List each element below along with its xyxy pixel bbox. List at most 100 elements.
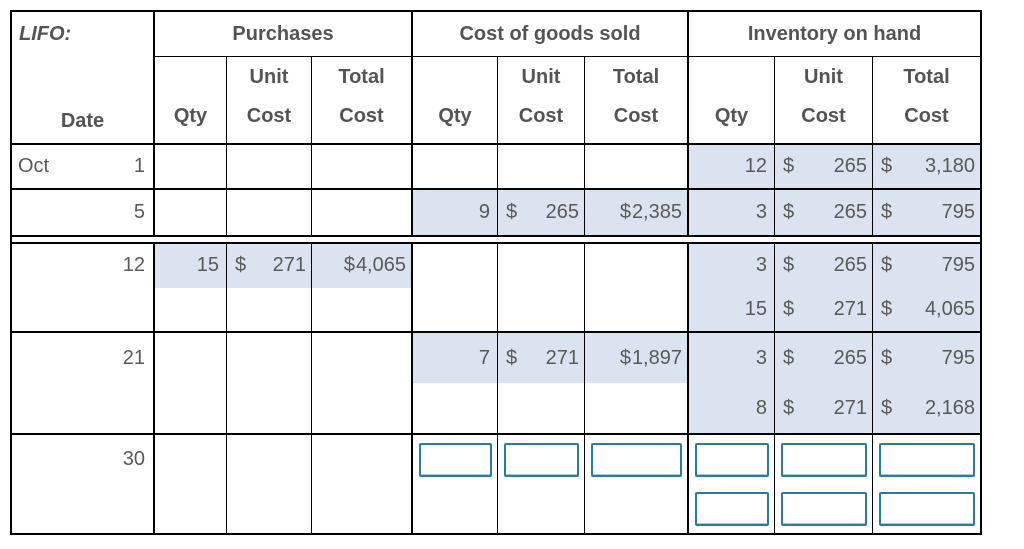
date-header-cell: LIFO: Date <box>12 12 155 145</box>
cogs-total-cost-cell <box>585 242 689 333</box>
cogs-total-cost-cell: $ 2,385 <box>585 190 689 237</box>
cogs-qty-header: Qty <box>413 57 498 145</box>
cogs-unit-cost-cell <box>498 435 585 533</box>
dollar-sign: $ <box>881 155 893 177</box>
inventory-total-cost-value: 4,065 <box>924 297 975 320</box>
inventory-qty-cell <box>689 435 775 533</box>
purchases-qty-cell: 15 <box>155 242 227 333</box>
dollar-sign: $ <box>783 396 795 419</box>
dollar-sign: $ <box>881 396 893 419</box>
lifo-inventory-table: LIFO: Date Purchases Cost of goods sold … <box>10 10 982 535</box>
inventory-qty-cell: 12 <box>689 145 775 190</box>
cogs-qty-cell <box>413 242 498 333</box>
inventory-total-cost-cell: $ 795 $ 2,168 <box>873 333 980 435</box>
inventory-qty-cell: 3 <box>689 190 775 237</box>
inventory-total-cost-header: Total Cost <box>873 57 980 145</box>
inventory-total-cost-input-1[interactable] <box>878 442 975 477</box>
purchases-total-cost-cell: $ 4,065 <box>312 242 413 333</box>
date-cell: Oct 1 <box>12 145 155 190</box>
inventory-qty-cell: 3 15 <box>689 242 775 333</box>
inventory-unit-cost-input-1[interactable] <box>780 442 867 477</box>
inventory-qty-value: 3 <box>755 346 767 369</box>
purchases-qty-cell <box>155 145 227 190</box>
inventory-group-header: Inventory on hand <box>689 12 980 57</box>
inventory-unit-cost-header: Unit Cost <box>775 57 873 145</box>
date-cell: 12 <box>12 242 155 333</box>
dollar-sign: $ <box>881 297 893 320</box>
inventory-qty-value: 8 <box>755 396 767 419</box>
dollar-sign: $ <box>235 254 247 277</box>
date-cell: 30 <box>12 435 155 533</box>
inventory-unit-cost-value: 271 <box>833 297 867 320</box>
purchases-qty-cell <box>155 435 227 533</box>
dollar-sign: $ <box>506 201 518 223</box>
inventory-total-cost-value: 2,168 <box>924 396 975 419</box>
dollar-sign: $ <box>619 346 631 369</box>
purchases-total-cost-value: 4,065 <box>355 254 406 277</box>
purchases-qty-cell <box>155 190 227 237</box>
dollar-sign: $ <box>783 297 795 320</box>
date-day: 30 <box>122 448 145 470</box>
purchases-total-cost-cell <box>312 333 413 435</box>
date-month: Oct <box>18 155 50 177</box>
dollar-sign: $ <box>881 254 893 277</box>
date-column-header: Date <box>60 110 105 132</box>
cogs-total-cost-cell <box>585 435 689 533</box>
cogs-unit-cost-header: Unit Cost <box>498 57 585 145</box>
purchases-unit-cost-header: Unit Cost <box>227 57 312 145</box>
purchases-unit-cost-cell <box>227 145 312 190</box>
inventory-qty-input-1[interactable] <box>694 442 769 477</box>
inventory-unit-cost-cell: $ 265 $ 271 <box>775 333 873 435</box>
inventory-qty-header: Qty <box>689 57 775 145</box>
inventory-qty-value: 15 <box>744 297 767 320</box>
inventory-unit-cost-value: 271 <box>833 396 867 419</box>
purchases-qty-header: Qty <box>155 57 227 145</box>
date-day: 12 <box>122 254 145 277</box>
dollar-sign: $ <box>506 346 518 369</box>
cogs-qty-input[interactable] <box>418 442 492 477</box>
inventory-total-cost-cell: $ 3,180 <box>873 145 980 190</box>
inventory-unit-cost-value: 265 <box>833 155 867 177</box>
inventory-total-cost-value: 795 <box>941 254 975 277</box>
cogs-total-cost-header: Total Cost <box>585 57 689 145</box>
purchases-unit-cost-cell <box>227 435 312 533</box>
dollar-sign: $ <box>619 201 631 223</box>
inventory-total-cost-input-2[interactable] <box>878 491 975 526</box>
purchases-unit-cost-cell: $ 271 <box>227 242 312 333</box>
cogs-total-cost-value: 1,897 <box>631 346 682 369</box>
cogs-total-cost-cell: $ 1,897 <box>585 333 689 435</box>
purchases-group-header: Purchases <box>155 12 413 57</box>
cogs-qty-cell <box>413 145 498 190</box>
cogs-unit-cost-value: 265 <box>545 201 579 223</box>
inventory-qty-input-2[interactable] <box>694 491 769 526</box>
inventory-unit-cost-value: 265 <box>833 254 867 277</box>
purchases-total-cost-cell <box>312 435 413 533</box>
cogs-qty-value: 7 <box>413 333 497 383</box>
method-label: LIFO: <box>19 23 72 45</box>
cogs-qty-value: 9 <box>478 201 490 223</box>
cogs-unit-cost-value: 271 <box>545 346 579 369</box>
purchases-unit-cost-value: 271 <box>272 254 306 277</box>
cogs-total-cost-input[interactable] <box>590 442 682 477</box>
purchases-qty-cell <box>155 333 227 435</box>
cogs-unit-cost-cell: $ 265 <box>498 190 585 237</box>
inventory-total-cost-value: 3,180 <box>924 155 975 177</box>
purchases-total-cost-cell <box>312 145 413 190</box>
dollar-sign: $ <box>783 346 795 369</box>
purchases-total-cost-header: Total Cost <box>312 57 413 145</box>
inventory-qty-value: 12 <box>744 155 767 177</box>
inventory-unit-cost-cell: $ 265 <box>775 145 873 190</box>
inventory-qty-value: 3 <box>755 201 767 223</box>
date-day: 5 <box>133 201 145 223</box>
purchases-unit-cost-cell <box>227 190 312 237</box>
inventory-unit-cost-input-2[interactable] <box>780 491 867 526</box>
date-day: 21 <box>122 346 145 369</box>
cogs-unit-cost-input[interactable] <box>503 442 579 477</box>
inventory-total-cost-cell <box>873 435 980 533</box>
cogs-unit-cost-cell <box>498 145 585 190</box>
cogs-qty-cell <box>413 435 498 533</box>
cogs-qty-cell: 9 <box>413 190 498 237</box>
inventory-total-cost-cell: $ 795 $ 4,065 <box>873 242 980 333</box>
row-divider <box>12 237 980 242</box>
